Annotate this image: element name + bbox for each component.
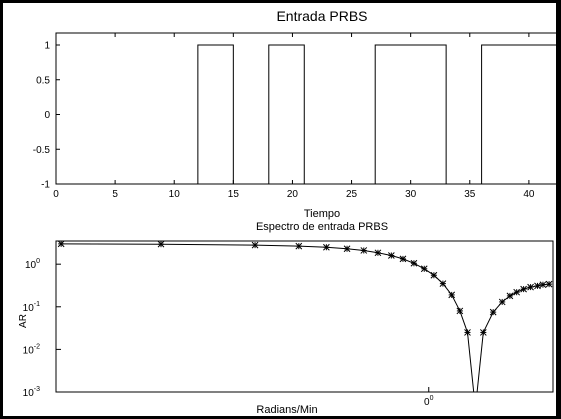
spectrum-point-marker xyxy=(539,281,547,289)
x-tick-label: 15 xyxy=(228,189,240,200)
x-tick-label: 20 xyxy=(287,189,299,200)
spectrum-point-marker xyxy=(489,308,497,316)
prbs-spectrum-series xyxy=(61,243,550,393)
spectrum-point-marker xyxy=(57,240,65,248)
y-tick-exponent: 0 xyxy=(36,258,40,265)
prbs-spectrum-x-ticks: 00 xyxy=(424,387,434,408)
x-tick-label: 35 xyxy=(464,189,476,200)
prbs-input-x-axis-label: Tiempo xyxy=(304,208,340,220)
prbs-input-y-ticks: 1 0.5 0 -0.5 -1 xyxy=(33,41,60,191)
prbs-spectrum-markers xyxy=(57,240,553,336)
spectrum-point-marker xyxy=(456,307,464,315)
y-tick-label: -0.5 xyxy=(33,145,51,156)
x-tick-label: 40 xyxy=(523,189,535,200)
figure-canvas: Entrada PRBS 051015202530354045 10.50-0.… xyxy=(18,8,556,416)
prbs-spectrum-y-axis-label: AR xyxy=(18,314,29,328)
y-tick-base: 10 xyxy=(23,388,35,399)
spectrum-point-marker xyxy=(387,252,395,259)
y-tick-label: 0.5 xyxy=(36,75,50,86)
figure-window: Entrada PRBS 051015202530354045 10.50-0.… xyxy=(3,3,556,416)
spectrum-point-marker xyxy=(513,288,521,296)
y-tick-base: 10 xyxy=(23,345,35,356)
x-tick-label: 00 xyxy=(424,395,434,408)
spectrum-point-marker xyxy=(498,298,506,306)
y-tick-label: 10-1 xyxy=(23,301,40,314)
spectrum-point-marker xyxy=(448,291,456,299)
y-tick-label: 10-2 xyxy=(23,343,40,356)
spectrum-point-marker xyxy=(527,283,534,291)
prbs-input-series xyxy=(56,44,556,185)
y-tick-label: -1 xyxy=(41,180,50,191)
x-tick-label: 0 xyxy=(53,189,59,200)
spectrum-point-marker xyxy=(464,329,471,336)
prbs-spectrum-plot: Espectro de entrada PRBS 00 10010-110-21… xyxy=(18,221,554,416)
y-tick-label: 100 xyxy=(25,258,40,271)
x-tick-base: 0 xyxy=(424,397,430,408)
spectrum-point-marker xyxy=(360,247,368,254)
spectrum-point-marker xyxy=(439,280,447,287)
spectrum-point-marker xyxy=(545,280,553,288)
x-tick-label: 10 xyxy=(169,189,181,200)
y-tick-exponent: -2 xyxy=(34,343,40,350)
spectrum-point-marker xyxy=(534,282,541,290)
y-tick-base: 10 xyxy=(23,303,35,314)
prbs-input-plot: Entrada PRBS 051015202530354045 10.50-0.… xyxy=(33,8,556,220)
spectrum-point-marker xyxy=(343,245,351,253)
spectrum-point-marker xyxy=(420,265,428,273)
x-tick-label: 30 xyxy=(405,189,417,200)
y-tick-exponent: -1 xyxy=(34,301,40,308)
prbs-spectrum-x-axis-label: Radians/Min xyxy=(256,404,317,416)
x-tick-label: 5 xyxy=(112,189,118,200)
spectrum-point-marker xyxy=(323,243,330,251)
x-tick-exponent: 0 xyxy=(430,395,434,402)
y-tick-exponent: -3 xyxy=(34,386,40,393)
y-tick-label: 0 xyxy=(44,110,50,121)
prbs-spectrum-axes-box xyxy=(55,240,554,393)
x-tick-label: 25 xyxy=(346,189,358,200)
spectrum-point-marker xyxy=(506,292,514,300)
spectrum-point-marker xyxy=(399,255,407,263)
spectrum-point-marker xyxy=(520,285,527,293)
prbs-spectrum-title: Espectro de entrada PRBS xyxy=(256,221,388,233)
prbs-input-x-ticks: 051015202530354045 xyxy=(53,33,535,200)
spectrum-point-marker xyxy=(374,249,382,257)
y-tick-base: 10 xyxy=(25,260,37,271)
y-tick-label: 10-3 xyxy=(23,386,40,399)
y-tick-label: 1 xyxy=(44,41,50,52)
spectrum-point-marker xyxy=(157,240,165,248)
spectrum-point-marker xyxy=(410,259,418,267)
spectrum-point-marker xyxy=(295,242,303,250)
spectrum-point-marker xyxy=(479,329,487,336)
spectrum-point-marker xyxy=(251,241,259,249)
spectrum-point-marker xyxy=(430,271,438,279)
prbs-input-title: Entrada PRBS xyxy=(276,8,367,24)
prbs-input-axes-box xyxy=(55,32,556,185)
